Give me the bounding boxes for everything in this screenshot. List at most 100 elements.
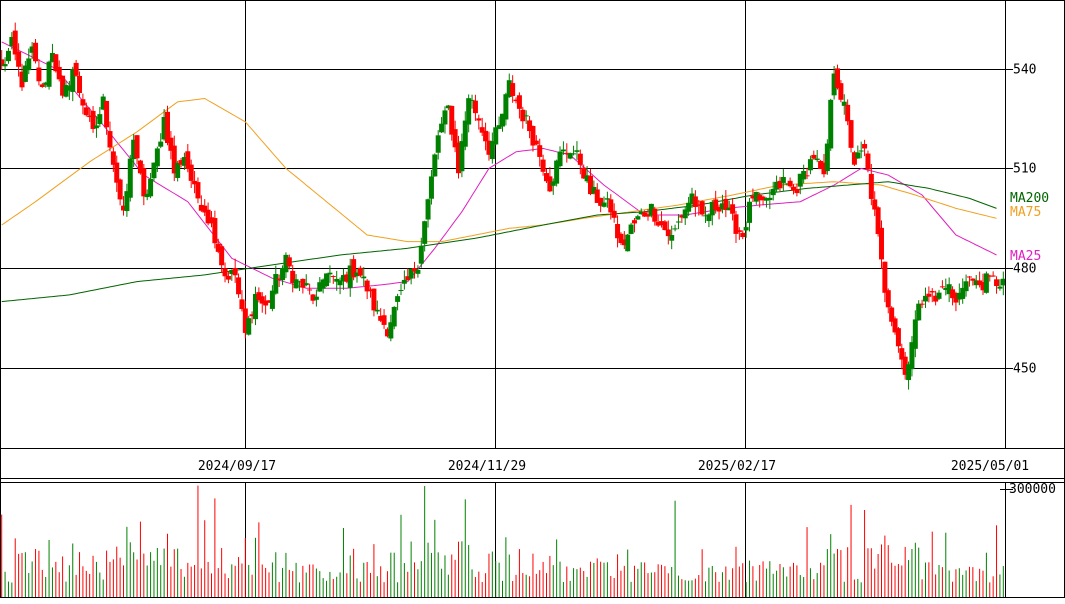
candle-body [983, 273, 989, 293]
candle-body [719, 203, 725, 210]
candle-body [631, 220, 637, 224]
candle-body [418, 245, 424, 264]
price-tick-label: 540 [1013, 63, 1036, 78]
price-tick-label: 480 [1013, 262, 1036, 277]
date-tick-label: 2025/02/17 [698, 459, 776, 474]
candle-body [594, 189, 600, 203]
candle-body [472, 100, 478, 114]
candle-body [564, 152, 570, 154]
candle-body [9, 37, 15, 47]
candle-body [29, 46, 35, 53]
candle-body [141, 168, 147, 197]
candle-body [865, 153, 871, 170]
candle-body [638, 211, 644, 215]
candle-body [428, 176, 434, 199]
candle-body [63, 85, 69, 97]
candle-body [151, 162, 157, 179]
candle-body [652, 208, 658, 222]
candle-body [994, 279, 1000, 286]
candle-body [144, 193, 150, 198]
candle-body [669, 235, 675, 241]
candle-body [882, 261, 888, 293]
candle-body [408, 268, 414, 279]
candle-body [269, 290, 275, 309]
candle-body [858, 150, 864, 152]
candle-body [313, 296, 319, 300]
candle-body [452, 129, 458, 148]
candle-body [324, 273, 330, 287]
candle-body [581, 167, 587, 179]
candle-body [53, 54, 59, 72]
volume-bars [1, 485, 1004, 597]
candle-body [104, 100, 110, 128]
candle-body [713, 199, 719, 210]
candle-body [449, 105, 455, 135]
candle-body [943, 287, 949, 290]
candle-body [950, 289, 956, 299]
candle-body [0, 59, 5, 66]
candle-body [327, 272, 333, 275]
candle-body [273, 274, 279, 294]
candle-body [543, 173, 549, 182]
candle-body [939, 286, 945, 288]
candle-body [303, 283, 309, 286]
candle-body [486, 140, 492, 155]
candle-body [554, 160, 560, 184]
candle-body [354, 272, 360, 277]
candle-body [276, 278, 282, 280]
candle-body [845, 104, 851, 122]
candle-body [642, 212, 648, 217]
candle-body [615, 224, 621, 239]
candle-body [378, 315, 384, 321]
candle-body [368, 289, 374, 292]
candle-body [855, 152, 861, 159]
candle-body [875, 207, 881, 235]
candle-body [916, 303, 922, 321]
candle-body [395, 296, 401, 302]
candle-body [43, 82, 49, 85]
candle-body [2, 64, 8, 67]
candle-body [351, 259, 357, 278]
candle-body [977, 280, 983, 286]
candle-body [320, 279, 326, 289]
candle-body [919, 303, 925, 305]
candle-body [770, 188, 776, 196]
candle-body [527, 120, 533, 132]
candle-body [831, 73, 837, 96]
candle-body [384, 329, 390, 337]
candle-body [405, 276, 411, 281]
candle-body [929, 291, 935, 293]
candle-body [872, 199, 878, 210]
candle-body [862, 144, 868, 149]
candle-body [980, 282, 986, 291]
candle-body [242, 308, 248, 333]
candle-body [598, 197, 604, 206]
candle-body [19, 71, 25, 88]
candle-body [628, 224, 634, 234]
candle-body [824, 143, 830, 172]
ma-line-ma25 [1, 41, 997, 289]
candle-body [547, 176, 553, 192]
candle-body [821, 162, 827, 175]
candle-body [797, 173, 803, 187]
candle-body [225, 275, 231, 280]
candle-body [763, 198, 769, 201]
candle-body [723, 198, 729, 211]
candle-body [889, 307, 895, 322]
grid [0, 0, 1013, 597]
candle-body [560, 149, 566, 152]
candle-body [500, 113, 505, 127]
candle-body [625, 234, 631, 252]
candle-body [503, 94, 509, 120]
candle-body [743, 227, 749, 231]
candle-body [706, 214, 712, 222]
candle-body [158, 141, 164, 147]
candle-body [371, 288, 377, 311]
candle-body [608, 199, 614, 213]
volume-tick-label: 300000 [1009, 482, 1056, 497]
candle-body [16, 51, 22, 67]
candle-body [12, 30, 18, 55]
candle-body [347, 265, 353, 288]
